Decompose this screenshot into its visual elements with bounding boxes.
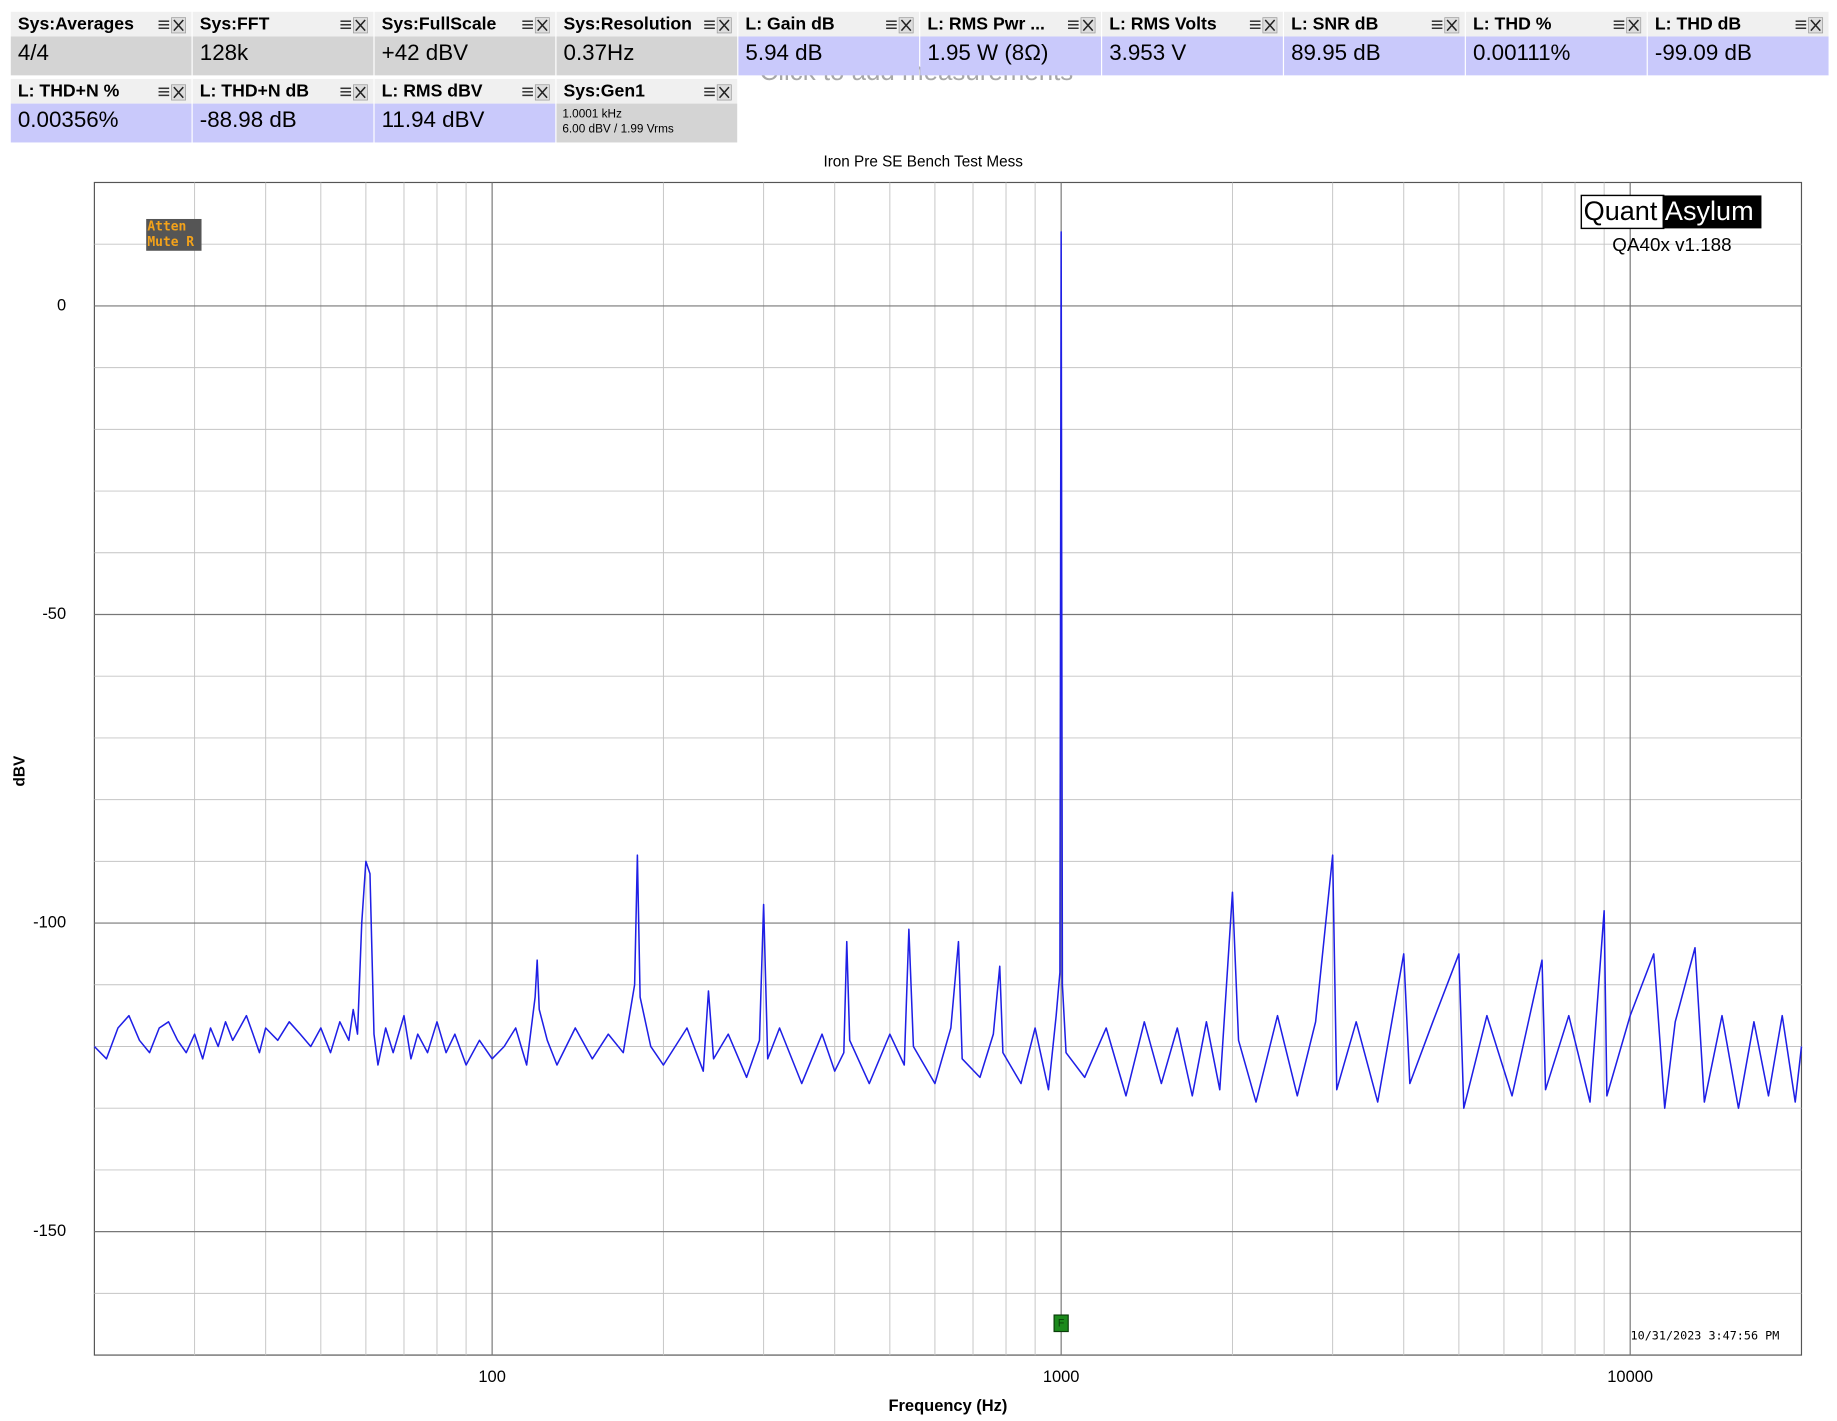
y-tick-label: -50 <box>42 605 66 623</box>
tile-value: 0.00111% <box>1473 40 1571 65</box>
tile-value-bg <box>920 36 1101 76</box>
tile-value-bg <box>556 36 738 76</box>
x-tick-label: 100 <box>478 1368 505 1386</box>
tile-value-bg <box>556 103 738 143</box>
tile-label: L: SNR dB <box>1291 13 1378 33</box>
tile-value: 89.95 dB <box>1291 40 1381 65</box>
close-icon[interactable] <box>355 86 366 99</box>
tile-label: L: RMS dBV <box>382 80 483 100</box>
close-icon[interactable] <box>537 19 548 32</box>
tile-value: 0.37Hz <box>564 40 635 65</box>
x-axis-label: Frequency (Hz) <box>888 1397 1007 1415</box>
y-axis-label: dBV <box>11 755 28 786</box>
tile-value: 4/4 <box>18 40 49 65</box>
tile-value-bg <box>1102 36 1283 76</box>
close-icon[interactable] <box>1810 19 1821 32</box>
tile-label: L: THD dB <box>1655 13 1741 33</box>
logo-right-box <box>1662 195 1762 229</box>
marker-label: F <box>1058 1318 1065 1330</box>
tile-value-bg <box>10 36 192 76</box>
close-icon[interactable] <box>718 19 730 32</box>
measurement-tile[interactable]: L: RMS Volts 3.953 V <box>1102 11 1283 76</box>
tile-value-bg <box>192 103 374 143</box>
tile-label: Sys:FullScale <box>382 13 497 33</box>
tile-value: 1.95 W (8Ω) <box>927 40 1048 65</box>
tile-label: L: RMS Pwr ... <box>927 13 1045 33</box>
logo-left-box <box>1580 194 1665 230</box>
tile-value-bg <box>374 103 556 143</box>
marker[interactable]: F <box>1053 1314 1069 1333</box>
tile-value-line: 6.00 dBV / 1.99 Vrms <box>562 123 674 136</box>
tile-value: 11.94 dBV <box>382 107 485 132</box>
marker-box <box>1053 1314 1069 1333</box>
tile-value-bg <box>1465 36 1647 76</box>
close-icon[interactable] <box>1628 19 1639 32</box>
tile-label: Sys:Averages <box>18 13 134 33</box>
chart-title: Iron Pre SE Bench Test Mess <box>823 154 1023 171</box>
tile-value: -99.09 dB <box>1655 40 1752 65</box>
measurement-tile[interactable]: L: THD+N dB -88.98 dB <box>192 78 374 143</box>
close-icon[interactable] <box>173 86 184 99</box>
measurement-tile[interactable]: Sys:Averages 4/4 <box>10 11 192 76</box>
measurement-tile[interactable]: Sys:Resolution 0.37Hz <box>556 11 738 76</box>
close-icon[interactable] <box>537 86 548 99</box>
tile-label: Sys:Gen1 <box>564 80 646 100</box>
tile-value: -88.98 dB <box>200 107 297 132</box>
tile-label: L: THD+N dB <box>200 80 309 100</box>
tile-value: 0.00356% <box>18 107 119 132</box>
measurement-tile[interactable]: L: SNR dB 89.95 dB <box>1284 11 1465 76</box>
badge-line: Atten <box>147 220 186 235</box>
measurement-tile[interactable]: Sys:FFT 128k <box>192 11 374 76</box>
y-tick-label: 0 <box>57 296 66 314</box>
y-tick-label: -100 <box>33 913 66 931</box>
close-icon[interactable] <box>173 19 184 32</box>
x-tick-label: 10000 <box>1607 1368 1653 1386</box>
measurement-tile[interactable]: Sys:Gen1 1.0001 kHz 6.00 dBV / 1.99 Vrms <box>556 78 738 143</box>
measurement-tile[interactable]: L: RMS Pwr ... 1.95 W (8Ω) <box>920 11 1101 76</box>
timestamp: 10/31/2023 3:47:56 PM <box>1631 1329 1780 1343</box>
close-icon[interactable] <box>1264 19 1276 32</box>
tile-value-bg <box>738 36 920 76</box>
x-tick-label: 1000 <box>1043 1368 1080 1386</box>
tile-value: 128k <box>200 40 249 65</box>
tile-value: 3.953 V <box>1109 40 1186 65</box>
close-icon[interactable] <box>718 86 730 99</box>
measurement-tile[interactable]: L: THD dB -99.09 dB <box>1647 11 1829 76</box>
close-icon[interactable] <box>355 19 366 32</box>
spectrum-line <box>93 231 1803 1109</box>
badge-line: Mute R <box>147 235 194 250</box>
tile-value-bg <box>1284 36 1465 76</box>
close-icon[interactable] <box>1446 19 1458 32</box>
measurement-tile[interactable]: L: RMS dBV 11.94 dBV <box>374 78 556 143</box>
tile-label: Sys:FFT <box>200 13 270 33</box>
tile-value-bg <box>1647 36 1829 76</box>
measurement-tile[interactable]: Sys:FullScale +42 dBV <box>374 11 556 76</box>
tile-value-bg <box>10 103 192 143</box>
measurement-tile[interactable]: L: THD+N % 0.00356% <box>10 78 192 143</box>
tile-value-line: 1.0001 kHz <box>562 107 622 120</box>
measurement-tile[interactable]: L: Gain dB 5.94 dB <box>738 11 920 76</box>
plot-area <box>93 181 1803 1356</box>
measurement-tile[interactable]: L: THD % 0.00111% <box>1465 11 1647 76</box>
close-icon[interactable] <box>900 19 912 32</box>
y-tick-label: -150 <box>33 1222 66 1240</box>
logo-right: Asylum <box>1665 195 1754 226</box>
logo-version: QA40x v1.188 <box>1612 234 1731 255</box>
tile-label: Sys:Resolution <box>564 13 692 33</box>
tile-value: +42 dBV <box>382 40 468 65</box>
tile-label: L: THD+N % <box>18 80 120 100</box>
badge-box <box>146 218 202 251</box>
tile-label: L: RMS Volts <box>1109 13 1217 33</box>
close-icon[interactable] <box>1082 19 1094 32</box>
tile-label: L: Gain dB <box>745 13 834 33</box>
tile-label: L: THD % <box>1473 13 1552 33</box>
tile-value: 5.94 dB <box>745 40 822 65</box>
tile-value-bg <box>374 36 556 76</box>
logo-left: Quant <box>1584 195 1658 226</box>
tile-value-bg <box>192 36 374 76</box>
